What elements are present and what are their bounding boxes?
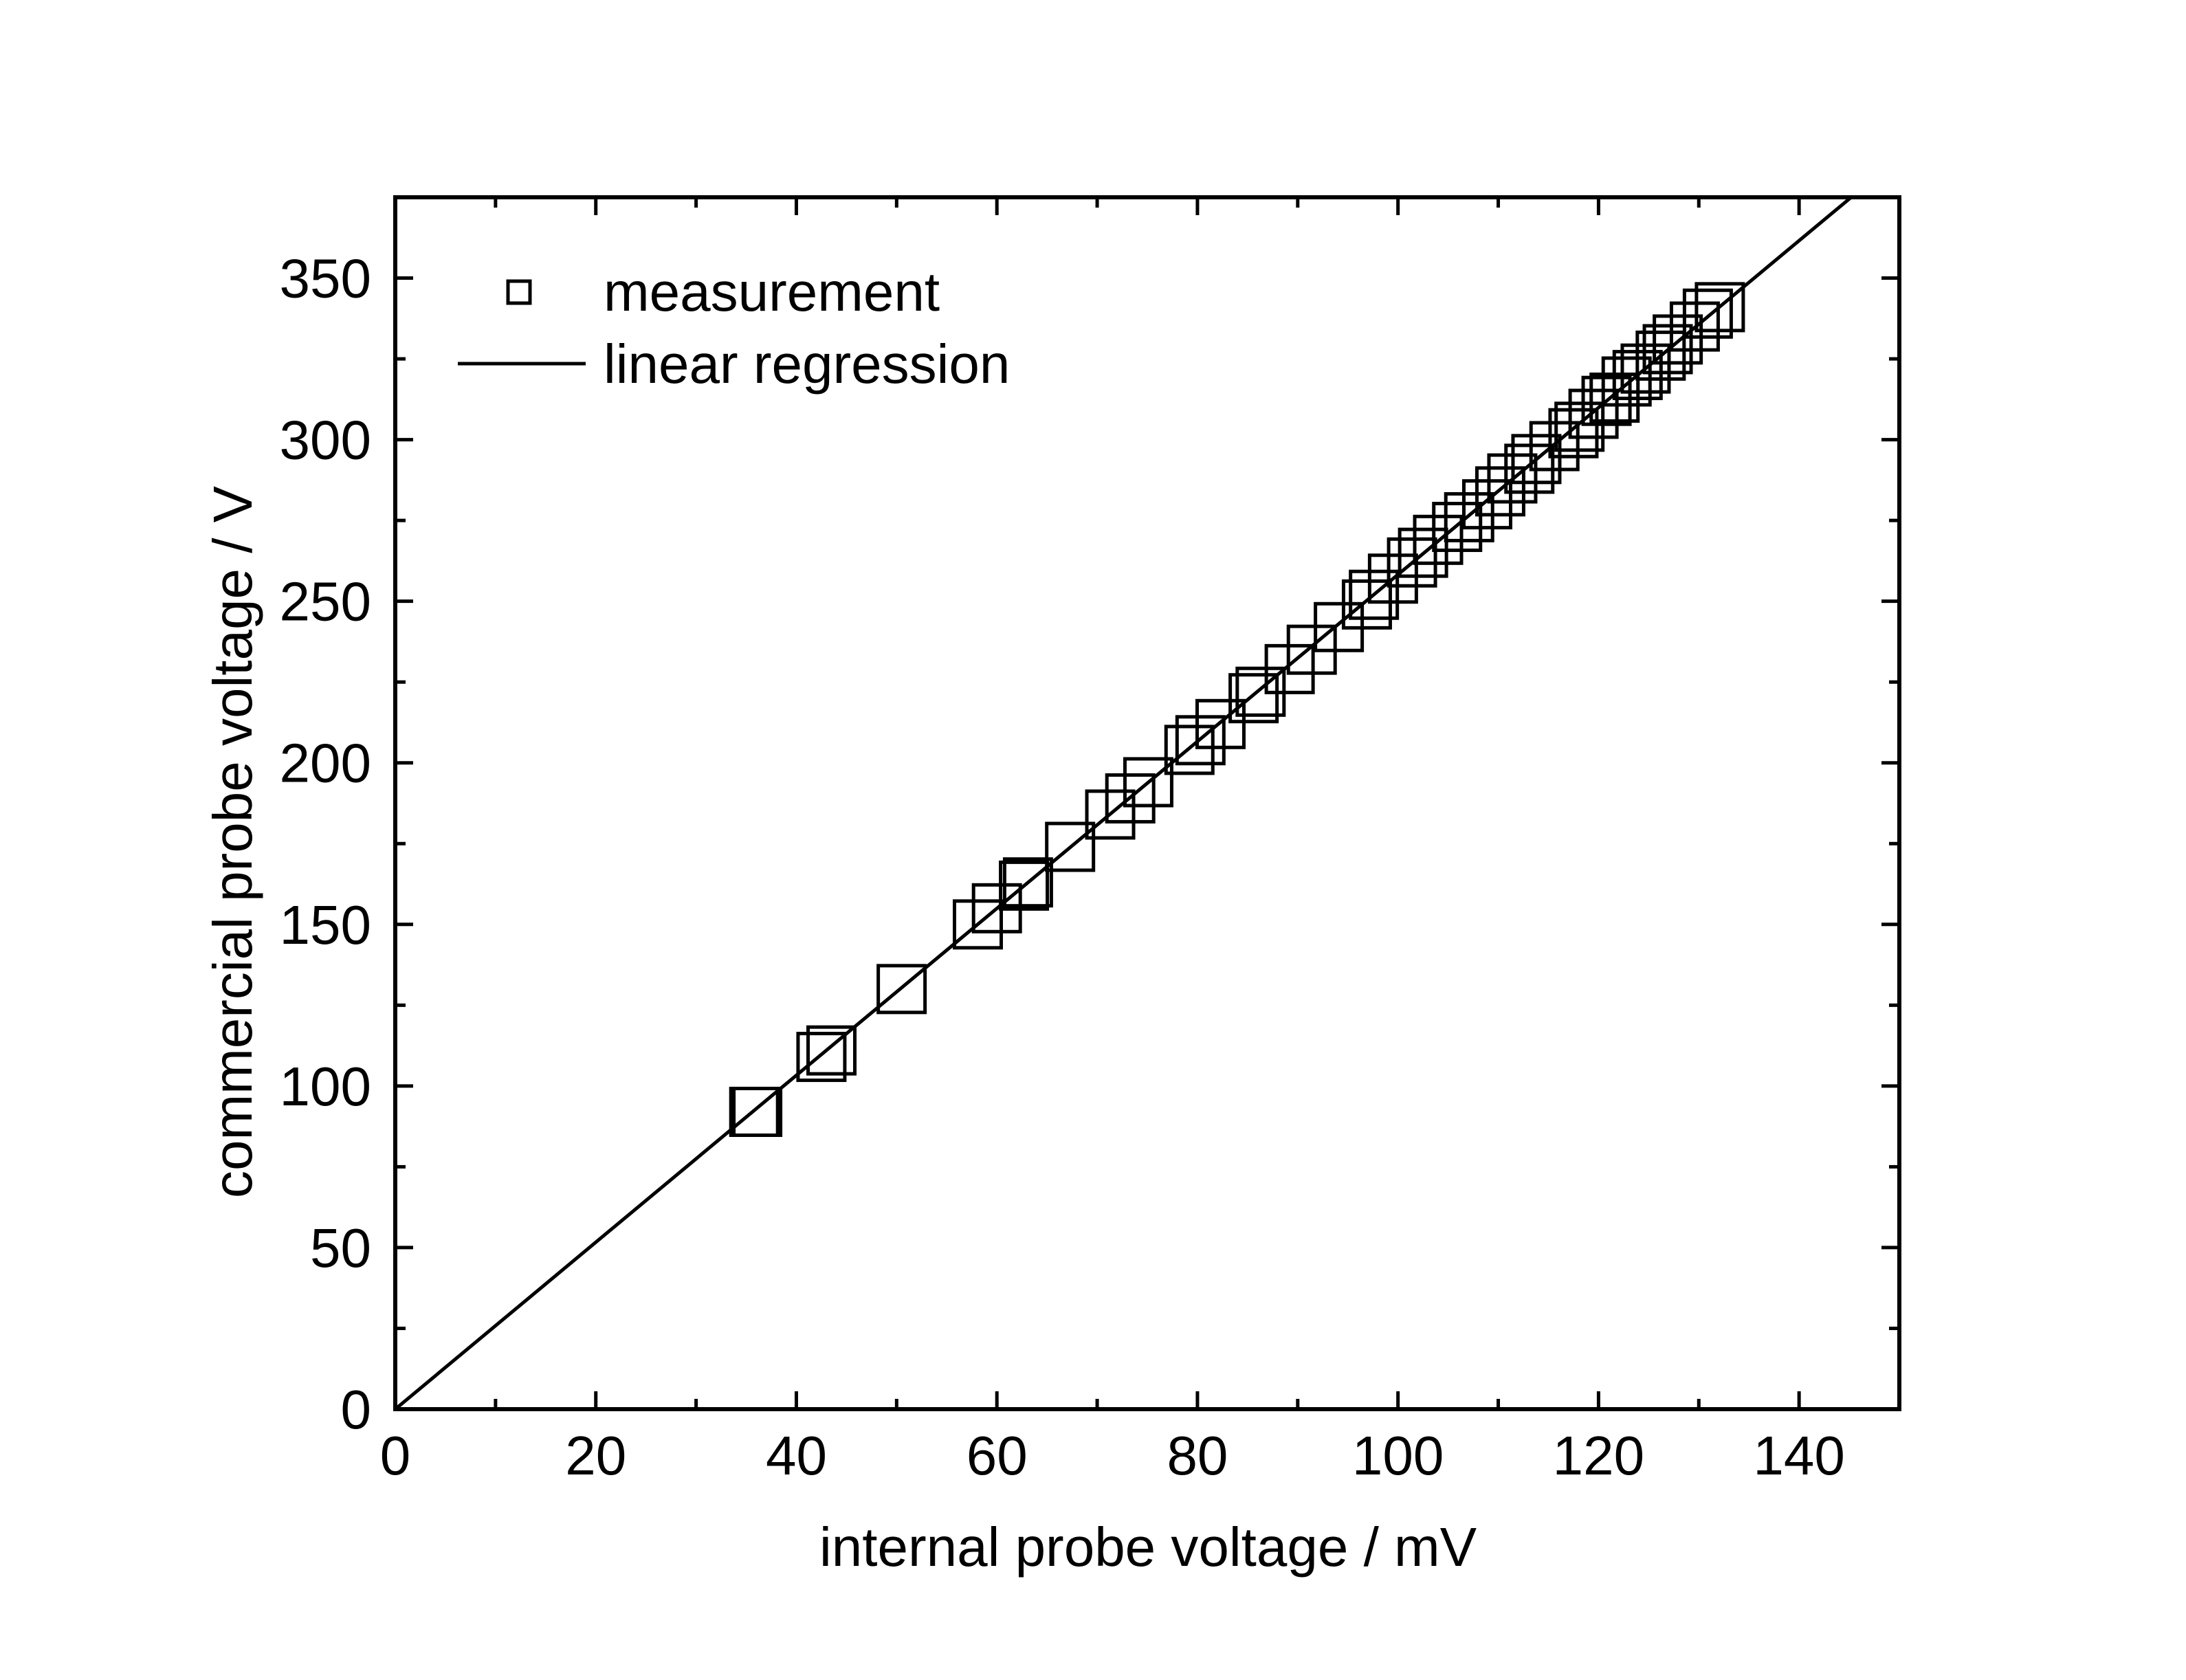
measurement-point	[1175, 715, 1226, 766]
y-tick-label: 250	[280, 571, 371, 632]
measurement-point	[1341, 579, 1392, 630]
y-tick-label: 100	[280, 1056, 371, 1117]
x-axis: 0 20 40 60 80 100 120 140	[380, 197, 1901, 1486]
y-tick-label: 50	[310, 1217, 371, 1279]
measurement-point	[806, 1025, 857, 1076]
measurement-point	[952, 899, 1003, 950]
y-tick-label: 200	[280, 733, 371, 794]
measurement-point	[1568, 388, 1619, 439]
y-tick-label: 300	[280, 410, 371, 471]
y-tick-label: 150	[280, 894, 371, 955]
measurement-point	[999, 860, 1050, 911]
legend-label-regression: linear regression	[604, 333, 1010, 395]
measurement-point	[1367, 553, 1418, 604]
x-tick-label: 80	[1167, 1425, 1228, 1486]
measurement-point	[1105, 773, 1156, 824]
x-tick-label: 140	[1753, 1425, 1844, 1486]
plot-frame	[393, 195, 1901, 1411]
y-tick-label: 0	[341, 1379, 372, 1440]
plot-area	[393, 195, 1901, 1411]
measurement-point	[1164, 725, 1215, 775]
measurement-point	[1601, 356, 1652, 407]
measurement-point	[1511, 434, 1562, 485]
x-tick-label: 40	[766, 1425, 827, 1486]
regression-line	[394, 196, 1853, 1411]
series-layer	[394, 196, 1853, 1411]
measurement-point	[1554, 401, 1605, 452]
measurement-point	[1085, 789, 1136, 840]
measurement-point	[1195, 698, 1246, 749]
legend-label-measurement: measurement	[604, 261, 940, 322]
measurement-point	[1581, 375, 1632, 426]
x-tick-label: 100	[1352, 1425, 1444, 1486]
measurement-point	[1635, 330, 1686, 381]
y-axis: 0 50 100 150 200 250 300 350	[280, 195, 1899, 1440]
x-tick-label: 120	[1553, 1425, 1644, 1486]
measurement-point	[1653, 314, 1703, 365]
measurement-point	[796, 1032, 847, 1083]
measurement-point	[1444, 491, 1494, 542]
measurement-point	[732, 1086, 783, 1137]
y-axis-label: commercial probe voltage / V	[202, 485, 263, 1198]
legend-marker-measurement	[506, 279, 532, 305]
measurement-point	[1398, 527, 1448, 578]
x-tick-label: 0	[380, 1425, 411, 1486]
measurement-point	[1548, 408, 1599, 458]
measurement-point	[876, 964, 927, 1015]
measurement-point	[1123, 757, 1173, 808]
y-tick-label: 350	[280, 248, 371, 309]
measurement-point	[1694, 282, 1745, 333]
measurement-point	[1228, 673, 1279, 724]
measurement-point	[1349, 569, 1400, 620]
measurement-point	[1045, 821, 1096, 872]
x-axis-label: internal probe voltage / mV	[819, 1516, 1477, 1578]
measurement-point	[1002, 857, 1053, 908]
legend: measurement linear regression	[458, 261, 1010, 395]
x-tick-label: 20	[565, 1425, 626, 1486]
measurement-point	[1682, 288, 1733, 339]
x-tick-label: 60	[967, 1425, 1028, 1486]
